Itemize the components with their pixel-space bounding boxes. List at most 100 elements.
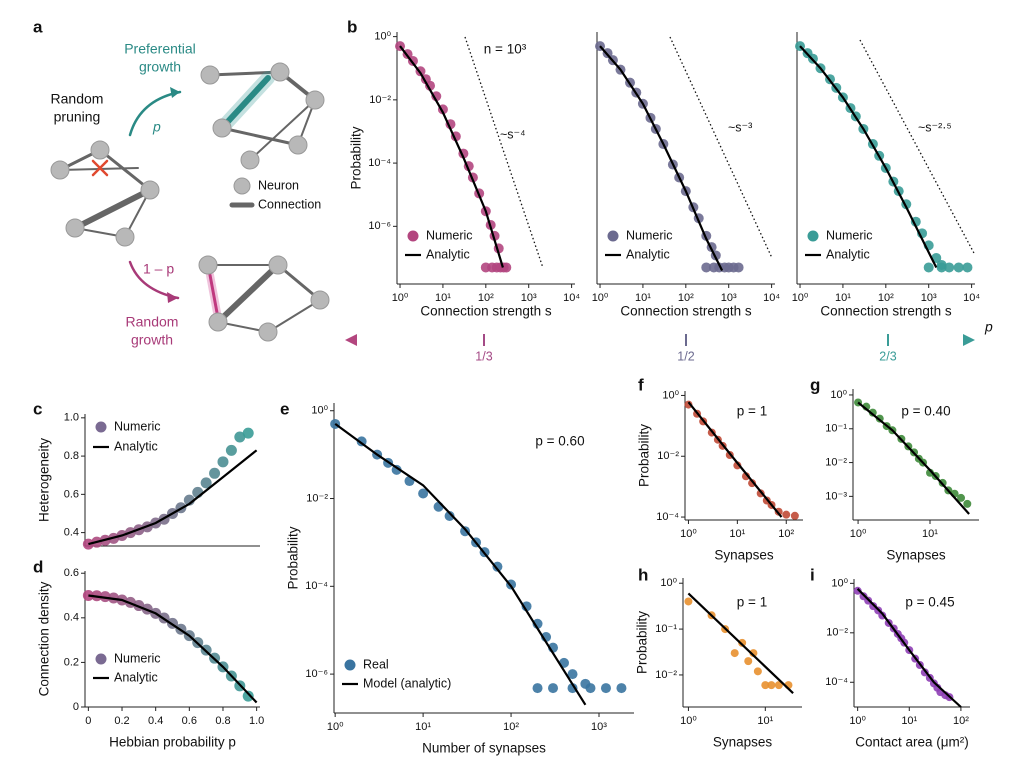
annotation: p = 0.40 xyxy=(901,404,950,419)
data-point xyxy=(684,400,693,409)
diagram-label: 1 – p xyxy=(143,261,174,277)
data-point xyxy=(853,586,862,595)
x-tick-label: 10¹ xyxy=(835,292,851,304)
diagram-label: pruning xyxy=(54,109,101,125)
diagram-label: p xyxy=(152,119,161,135)
y-tick-label: 0.8 xyxy=(64,450,79,462)
diagram-legend-label: Connection xyxy=(258,197,321,211)
legend-label: Model (analytic) xyxy=(363,676,451,690)
x-tick-label: 10³ xyxy=(591,721,607,733)
data-point xyxy=(962,262,973,273)
fit-line xyxy=(687,592,794,694)
x-tick-label: 10¹ xyxy=(635,292,651,304)
data-point xyxy=(532,683,543,694)
y-tick-label: 10⁻⁴ xyxy=(368,157,391,169)
data-point xyxy=(923,262,934,273)
data-point xyxy=(585,683,596,694)
x-tick-label: 10¹ xyxy=(435,292,451,304)
data-point xyxy=(684,597,693,606)
y-axis-label: Probability xyxy=(635,611,650,674)
data-point xyxy=(225,444,237,456)
data-point xyxy=(548,683,559,694)
data-point xyxy=(701,262,712,273)
x-tick-label: 10⁴ xyxy=(963,292,980,304)
reference-label: ~s⁻³ xyxy=(728,120,752,134)
legend-label: Analytic xyxy=(626,247,670,261)
annotation: n = 10³ xyxy=(484,42,527,57)
x-tick-label: 10⁰ xyxy=(850,528,867,540)
data-point xyxy=(782,510,791,519)
data-point xyxy=(501,262,512,273)
y-tick-label: 10⁻² xyxy=(826,627,848,639)
legend-marker xyxy=(344,659,356,671)
data-point xyxy=(391,464,402,475)
legend-marker xyxy=(607,230,619,242)
legend-marker xyxy=(807,230,819,242)
data-point xyxy=(616,683,627,694)
y-tick-label: 10⁰ xyxy=(374,31,391,43)
x-tick-label: 10² xyxy=(953,715,969,727)
x-tick-label: 0.2 xyxy=(114,715,129,727)
y-tick-label: 10⁻⁶ xyxy=(368,220,391,232)
x-tick-label: 0 xyxy=(85,715,91,727)
legend-marker xyxy=(95,653,107,665)
y-tick-label: 10⁰ xyxy=(660,577,677,589)
y-tick-label: 10⁰ xyxy=(311,405,328,417)
legend-marker xyxy=(95,421,107,433)
p-axis-tick-label: 1/3 xyxy=(475,349,492,363)
diagram-label: Random xyxy=(51,91,104,107)
y-tick-label: 10⁰ xyxy=(662,389,679,401)
diagram-label: Preferential xyxy=(124,41,196,57)
data-point xyxy=(767,681,776,690)
x-tick-label: 10⁰ xyxy=(592,292,609,304)
diagram-label: growth xyxy=(131,332,173,348)
data-point xyxy=(82,538,94,550)
legend-label: Numeric xyxy=(114,651,161,665)
x-tick-label: 10³ xyxy=(921,292,937,304)
x-tick-label: 10³ xyxy=(521,292,537,304)
annotation: p = 1 xyxy=(737,595,767,610)
x-tick-label: 10² xyxy=(778,528,794,540)
data-point xyxy=(418,488,429,499)
x-tick-label: 10¹ xyxy=(729,528,745,540)
legend-label: Numeric xyxy=(426,228,473,242)
panel-label: c xyxy=(33,399,42,418)
legend-label: Analytic xyxy=(826,247,870,261)
reference-label: ~s⁻⁴ xyxy=(500,127,526,141)
data-point xyxy=(492,561,503,572)
data-point xyxy=(242,427,254,439)
legend-label: Real xyxy=(363,657,389,671)
x-axis-label: Number of synapses xyxy=(422,741,546,756)
diagram-legend-label: Neuron xyxy=(258,178,299,192)
fit-line xyxy=(856,588,962,708)
x-tick-label: 0.4 xyxy=(148,715,163,727)
x-tick-label: 10¹ xyxy=(757,715,773,727)
x-tick-label: 10¹ xyxy=(922,528,938,540)
annotation: p = 0.60 xyxy=(535,434,584,449)
legend-label: Numeric xyxy=(626,228,673,242)
diagram-label: Random xyxy=(126,314,179,330)
data-point xyxy=(209,467,221,479)
data-point xyxy=(761,681,770,690)
fit-line xyxy=(399,45,504,268)
panel-label: i xyxy=(810,565,815,584)
x-axis-label: Synapses xyxy=(886,548,946,563)
data-point xyxy=(567,669,578,680)
y-tick-label: 10⁻⁶ xyxy=(305,668,328,680)
data-point xyxy=(444,510,455,521)
reference-line xyxy=(669,36,773,259)
y-tick-label: 10⁻² xyxy=(306,492,328,504)
annotation: p = 0.45 xyxy=(905,595,954,610)
y-tick-label: 10⁰ xyxy=(831,577,848,589)
diagram: Preferential growth Random pruning p 1 –… xyxy=(50,41,330,348)
x-axis-label: Synapses xyxy=(714,548,774,563)
data-point xyxy=(753,667,762,676)
p-axis-tick-label: 1/2 xyxy=(677,349,694,363)
data-point xyxy=(963,499,972,508)
x-axis-label: Connection strength s xyxy=(620,304,752,319)
panel-label: b xyxy=(347,17,357,36)
y-axis-label: Probability xyxy=(637,424,652,487)
data-point xyxy=(944,262,955,273)
